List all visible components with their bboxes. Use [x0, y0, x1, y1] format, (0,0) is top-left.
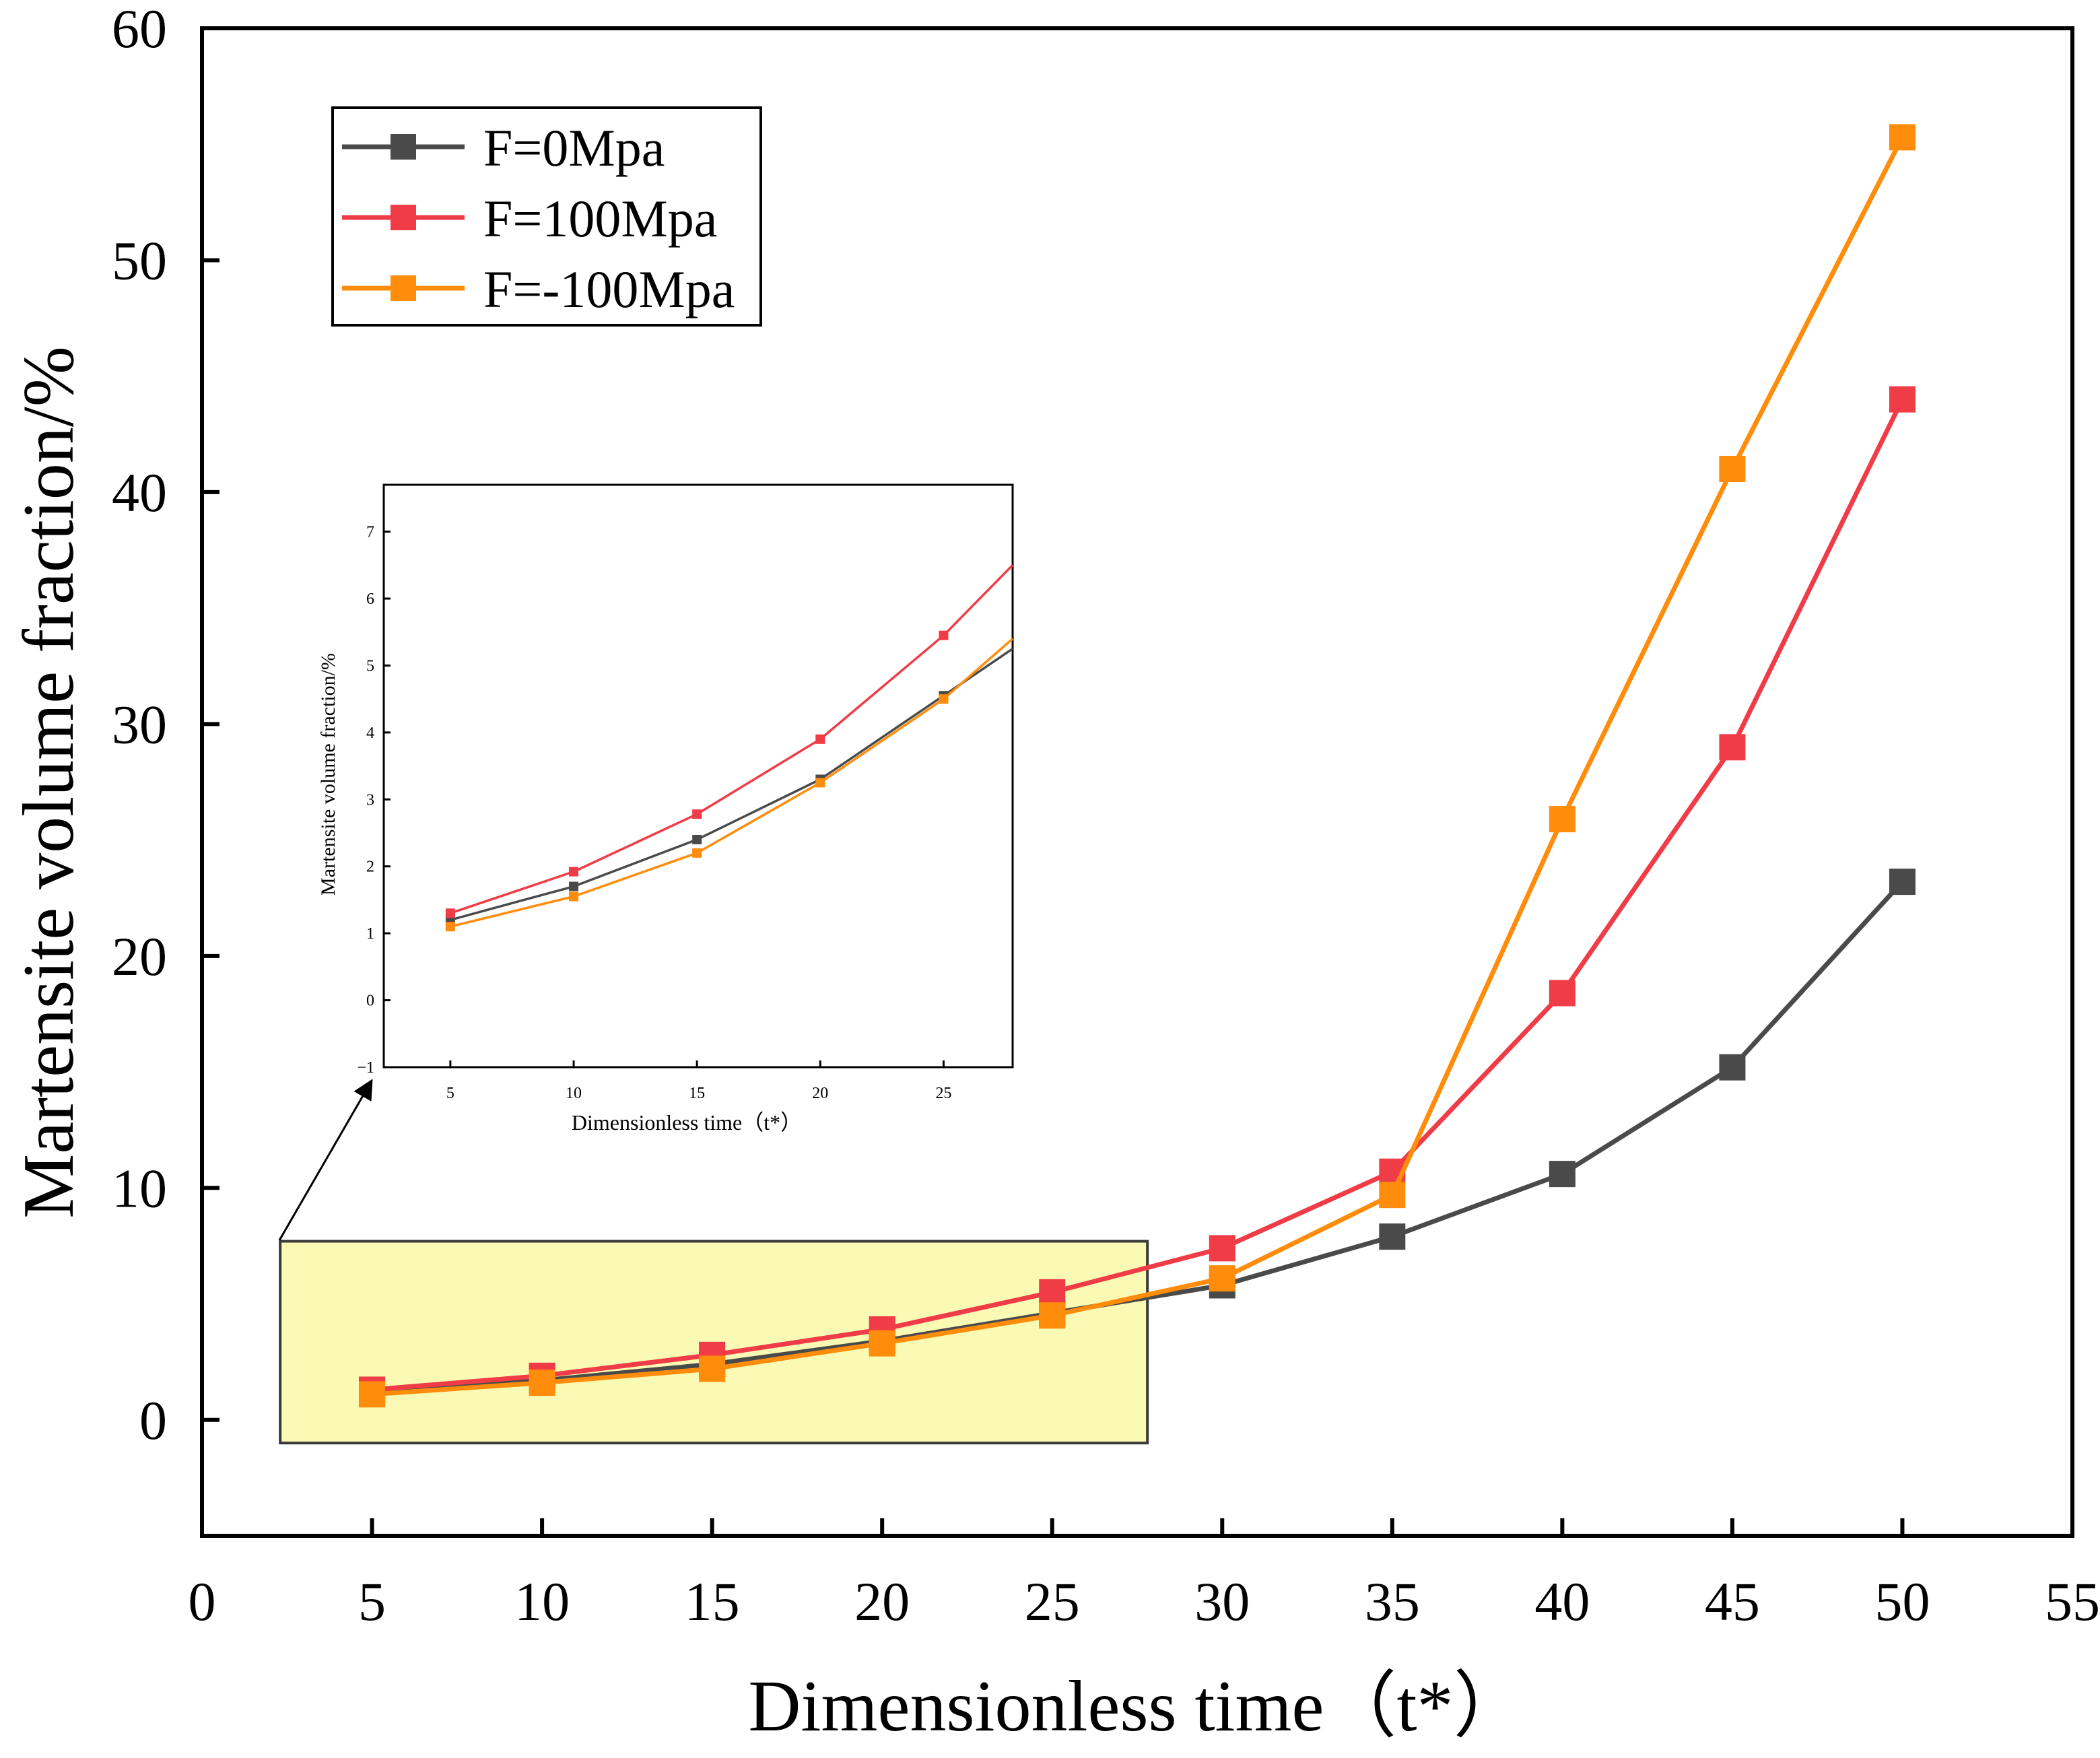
inset-data-point-1-4 — [939, 630, 949, 640]
legend-marker-0 — [391, 134, 416, 160]
x-tick-label: 15 — [685, 1571, 740, 1632]
plot-frame — [200, 26, 2074, 1538]
inset-data-point-2-1 — [569, 891, 579, 902]
inset-x-tick-label: 5 — [446, 1085, 454, 1102]
legend-marker-2 — [391, 275, 416, 301]
inset-y-tick-label: −1 — [357, 1059, 374, 1077]
inset-data-point-1-3 — [815, 734, 825, 744]
x-tick-label: 30 — [1194, 1571, 1250, 1632]
data-point-2-7 — [1549, 806, 1576, 833]
legend-label-0: F=0Mpa — [483, 119, 665, 177]
data-point-1-9 — [1889, 386, 1916, 413]
x-tick-label: 40 — [1534, 1571, 1590, 1632]
legend-marker-1 — [391, 205, 416, 230]
x-tick-label: 10 — [514, 1571, 570, 1632]
data-point-2-9 — [1889, 124, 1916, 151]
y-tick-label: 50 — [112, 230, 167, 291]
x-tick-label: 50 — [1874, 1571, 1930, 1632]
inset-data-point-0-1 — [569, 881, 579, 891]
data-point-1-7 — [1549, 980, 1576, 1007]
data-point-0-8 — [1719, 1054, 1746, 1081]
data-point-2-4 — [1039, 1302, 1066, 1329]
data-point-0-6 — [1379, 1223, 1406, 1250]
y-axis-title: Martensite volume fraction/% — [9, 346, 89, 1219]
x-tick-label: 20 — [854, 1571, 910, 1632]
inset-y-tick-label: 0 — [366, 992, 374, 1010]
data-point-2-8 — [1719, 455, 1746, 482]
data-point-2-1 — [529, 1370, 555, 1396]
inset-data-point-1-1 — [569, 867, 579, 877]
inset-x-tick-label: 15 — [689, 1085, 705, 1102]
series-line-1 — [372, 398, 1905, 1392]
y-tick-label: 20 — [112, 926, 167, 987]
inset-data-point-1-0 — [445, 908, 455, 918]
inset-series-line-2 — [450, 638, 1014, 928]
data-point-2-0 — [359, 1381, 386, 1408]
data-point-2-5 — [1209, 1265, 1235, 1292]
inset-series-line-1 — [450, 564, 1014, 914]
y-tick-label: 0 — [139, 1390, 167, 1451]
inset-y-tick-label: 4 — [366, 724, 374, 742]
x-tick-label: 45 — [1705, 1571, 1760, 1632]
data-point-0-7 — [1549, 1161, 1576, 1188]
x-tick-label: 25 — [1025, 1571, 1080, 1632]
series-line-2 — [372, 136, 1905, 1397]
inset-data-point-1-2 — [692, 809, 702, 819]
inset-data-point-0-2 — [692, 834, 702, 844]
inset-x-tick-label: 25 — [935, 1085, 951, 1102]
x-tick-label: 0 — [189, 1571, 216, 1632]
x-axis-title: Dimensionless time（t*） — [749, 1666, 1526, 1747]
inset-frame — [382, 483, 1014, 1069]
inset-x-tick-label: 20 — [812, 1085, 828, 1102]
data-point-1-5 — [1209, 1235, 1235, 1262]
inset-y-tick-label: 5 — [366, 657, 374, 675]
x-tick-label: 5 — [358, 1571, 386, 1632]
x-tick-label: 55 — [2045, 1571, 2100, 1632]
data-point-2-6 — [1379, 1182, 1406, 1209]
y-tick-label: 40 — [112, 462, 167, 523]
data-point-0-9 — [1889, 869, 1916, 895]
data-point-1-8 — [1719, 734, 1746, 761]
data-point-2-3 — [869, 1330, 895, 1357]
inset-data-point-2-0 — [445, 922, 455, 932]
inset-y-tick-label: 3 — [366, 791, 374, 809]
legend-label-2: F=-100Mpa — [483, 260, 735, 318]
inset-y-tick-label: 7 — [366, 524, 374, 541]
legend-label-1: F=100Mpa — [483, 189, 717, 248]
inset-x-axis-title: Dimensionless time（t*） — [572, 1110, 802, 1135]
data-point-2-2 — [699, 1355, 726, 1382]
inset-x-tick-label: 10 — [566, 1085, 582, 1102]
y-tick-label: 10 — [112, 1157, 167, 1219]
inset-data-point-2-3 — [815, 778, 825, 788]
inset-y-axis-title: Martensite volume fraction/% — [317, 653, 339, 895]
y-tick-label: 60 — [112, 0, 167, 59]
x-tick-label: 35 — [1365, 1571, 1420, 1632]
inset-data-point-2-2 — [692, 848, 702, 858]
y-tick-label: 30 — [112, 694, 167, 755]
zoom-arrow — [278, 1079, 373, 1241]
inset-y-tick-label: 6 — [366, 590, 374, 608]
inset-y-tick-label: 1 — [366, 925, 374, 943]
inset-y-tick-label: 2 — [366, 858, 374, 876]
inset-data-point-2-4 — [939, 694, 949, 704]
data-point-1-4 — [1039, 1279, 1066, 1306]
